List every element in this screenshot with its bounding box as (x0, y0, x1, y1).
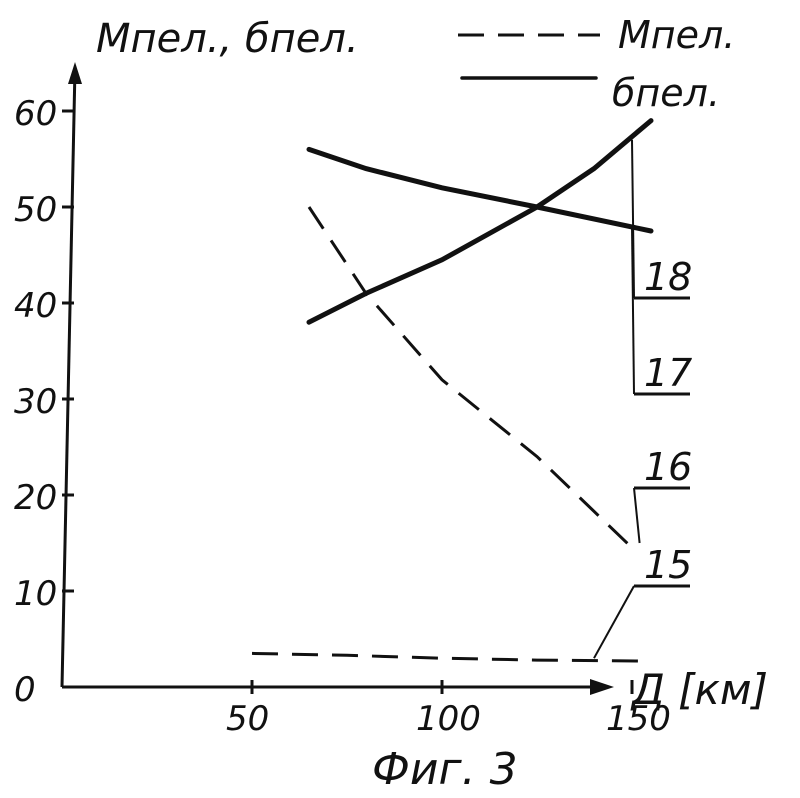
curve-label-16: 16 (644, 445, 692, 489)
y-axis-arrow (68, 62, 82, 84)
curve-label-17: 17 (644, 351, 692, 395)
x-tick-label: 100 (416, 699, 481, 739)
leader-line-16 (634, 488, 640, 543)
curve-label-18: 18 (644, 255, 692, 299)
legend-b-label: бпел. (612, 71, 720, 115)
ticks: 010203040506050100150 (14, 94, 671, 739)
y-tick-label: 10 (14, 574, 57, 614)
x-tick-label: 50 (226, 699, 269, 739)
y-axis-title: Mпел., бпел. (96, 16, 359, 62)
y-tick-label: 60 (14, 94, 57, 134)
legend-m-label: Mпел. (618, 13, 735, 57)
y-tick-label: 50 (14, 190, 57, 230)
figure-caption: Фиг. 3 (372, 744, 518, 795)
series-line-15 (252, 653, 651, 661)
series-line-16 (309, 207, 632, 548)
series-layer (252, 121, 651, 662)
y-tick-label: 30 (14, 382, 57, 422)
x-axis-title: Д [км] (630, 665, 768, 714)
x-axis-arrow (590, 679, 614, 695)
y-axis-line (62, 68, 75, 687)
y-tick-label: 20 (14, 478, 57, 518)
y-tick-label: 40 (14, 286, 57, 326)
y-tick-label: 0 (14, 670, 36, 710)
leader-line-15 (594, 586, 634, 658)
curve-label-15: 15 (644, 543, 692, 587)
annotation-layer: 18 17 16 15 (594, 140, 692, 658)
legend: Mпел. бпел. (458, 13, 735, 115)
